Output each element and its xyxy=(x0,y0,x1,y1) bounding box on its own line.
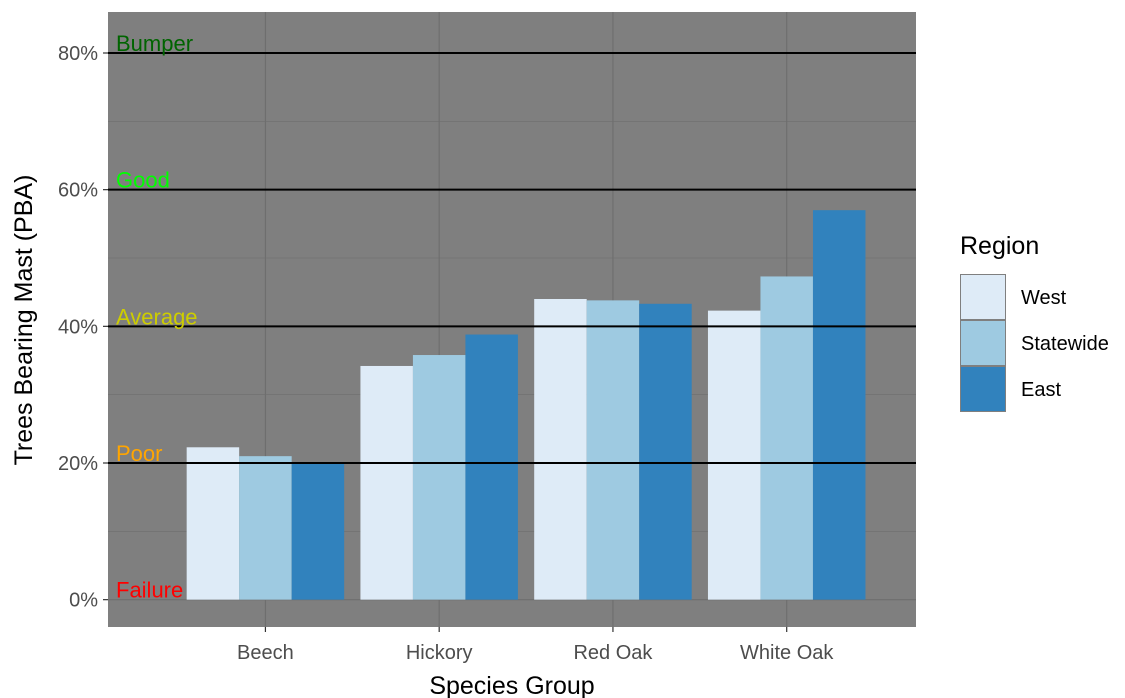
y-tick-label: 0% xyxy=(69,590,98,612)
bar-statewide-hickory xyxy=(412,355,466,600)
x-tick-label: Beech xyxy=(237,642,294,664)
legend-title: Region xyxy=(960,232,1039,260)
reference-label-poor: Poor xyxy=(116,441,162,466)
reference-label-average: Average xyxy=(116,304,198,329)
legend-swatch-west xyxy=(961,275,1005,319)
y-tick-label: 60% xyxy=(58,180,98,202)
bar-statewide-white-oak xyxy=(760,276,813,600)
bar-east-red-oak xyxy=(639,303,692,600)
bar-east-beech xyxy=(291,463,345,600)
bar-statewide-red-oak xyxy=(586,300,640,600)
y-tick-label: 80% xyxy=(58,43,98,65)
legend: Region West Statewide East xyxy=(960,232,1109,412)
reference-label-good: Good xyxy=(116,168,170,193)
reference-label-bumper: Bumper xyxy=(116,31,193,56)
x-tick-label: Red Oak xyxy=(573,642,653,664)
bar-west-beech xyxy=(186,447,240,600)
y-tick-label: 20% xyxy=(58,453,98,475)
legend-label-east: East xyxy=(1021,379,1061,401)
x-tick-label: White Oak xyxy=(740,642,834,664)
x-axis-title: Species Group xyxy=(429,672,594,698)
bar-west-red-oak xyxy=(534,299,587,600)
reference-label-failure: Failure xyxy=(116,578,183,603)
legend-label-west: West xyxy=(1021,287,1067,309)
y-tick-label: 40% xyxy=(58,316,98,338)
bar-west-white-oak xyxy=(707,310,761,600)
bar-east-hickory xyxy=(465,334,518,600)
bar-east-white-oak xyxy=(812,210,866,600)
bar-west-hickory xyxy=(360,365,413,600)
legend-swatch-statewide xyxy=(961,321,1005,365)
x-tick-label: Hickory xyxy=(406,642,473,664)
legend-swatch-east xyxy=(961,367,1005,411)
legend-label-statewide: Statewide xyxy=(1021,333,1109,355)
y-axis-title: Trees Bearing Mast (PBA) xyxy=(10,175,38,466)
bar-statewide-beech xyxy=(239,456,292,600)
